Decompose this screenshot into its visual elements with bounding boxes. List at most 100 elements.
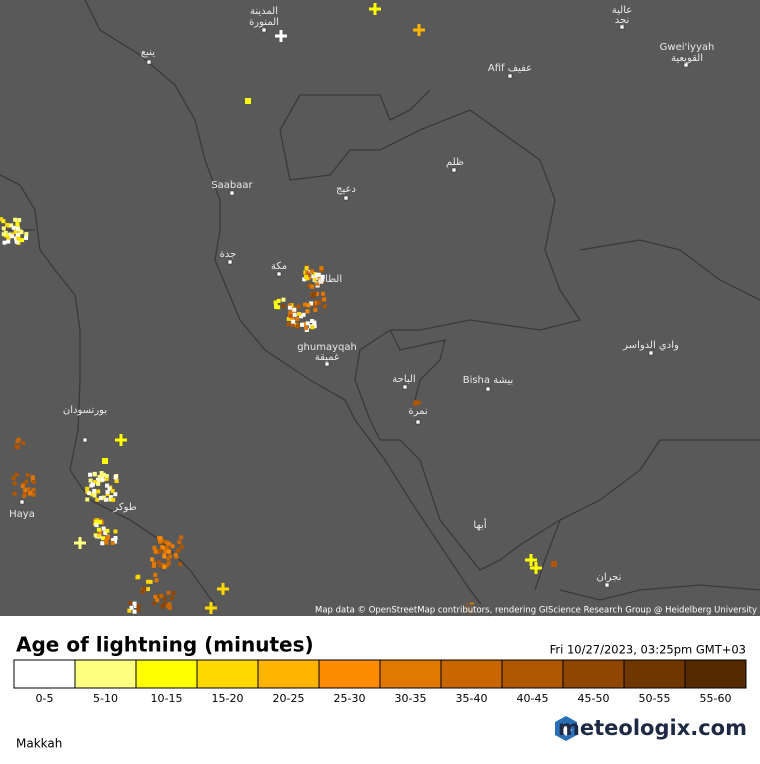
city-label: نمرة <box>408 406 427 417</box>
strike-cell <box>31 492 36 497</box>
city-label: الباحة <box>392 374 415 385</box>
strike-cell <box>170 544 175 549</box>
strike-cell <box>88 472 93 477</box>
strike-cross <box>525 554 537 566</box>
city-label: بورتسودان <box>63 405 107 416</box>
strike-cell <box>108 495 113 500</box>
strike-cell <box>90 492 95 497</box>
strike-cell <box>95 497 100 502</box>
strike-cell <box>132 601 137 606</box>
strike-cell <box>9 223 14 228</box>
city-dot <box>485 386 491 392</box>
strike-cell <box>12 491 17 496</box>
legend-label: 40-45 <box>517 692 549 705</box>
strike-cell <box>245 98 251 104</box>
strike-cell <box>174 555 179 560</box>
city-label: أبها <box>473 518 486 531</box>
strike-cross <box>369 3 381 15</box>
strike-cell <box>101 526 106 531</box>
brand-name: meteologix.com <box>558 716 747 740</box>
strike-cell <box>158 548 163 553</box>
strike-cell <box>96 533 101 538</box>
city-label: نجران <box>597 572 622 583</box>
borders <box>0 0 760 617</box>
legend-swatch <box>196 659 259 689</box>
city-label: Gwei'iyyah <box>660 42 715 53</box>
strike-cell <box>287 303 292 308</box>
city-dot <box>227 259 233 265</box>
lightning-strikes <box>0 3 557 614</box>
strike-cell <box>100 477 105 482</box>
city-dots <box>19 24 689 588</box>
strike-cell <box>166 561 171 566</box>
legend-label: 25-30 <box>334 692 366 705</box>
strike-cell <box>309 301 314 306</box>
strike-cell <box>0 217 4 222</box>
strike-cell <box>101 495 106 500</box>
strike-cell <box>12 481 17 486</box>
strike-cell <box>155 598 160 603</box>
strike-cell <box>105 483 110 488</box>
strike-cell <box>311 293 316 298</box>
strike-cell <box>20 484 25 489</box>
attribution-bg <box>336 604 760 616</box>
city-dot <box>343 195 349 201</box>
strike-cell <box>99 471 104 476</box>
strike-cell <box>322 304 327 309</box>
strike-cell <box>113 529 118 534</box>
strike-cell <box>314 291 319 296</box>
strike-cell <box>101 472 106 477</box>
strike-cell <box>94 523 99 528</box>
strike-cell <box>320 274 325 279</box>
attribution: Map data © OpenStreetMap contributors, r… <box>315 606 757 616</box>
strike-cell <box>92 488 97 493</box>
city-label: Afif عفيف <box>488 63 532 74</box>
strike-cell <box>113 536 118 541</box>
strike-cell <box>156 560 161 565</box>
strike-cell <box>166 556 171 561</box>
city-dot <box>229 190 235 196</box>
strike-cell <box>105 528 110 533</box>
strike-cell <box>162 564 167 569</box>
strike-cell <box>94 519 99 524</box>
strike-cell <box>26 487 31 492</box>
strike-cell <box>171 591 176 596</box>
strike-cell <box>127 608 132 613</box>
strike-cell <box>302 277 307 282</box>
city-label: مكة <box>271 261 287 272</box>
strike-cell <box>274 304 279 309</box>
strike-cell <box>305 270 310 275</box>
strike-cell <box>17 218 22 223</box>
city-label: ghumayqah <box>297 342 357 353</box>
strike-cell <box>158 563 163 568</box>
strike-cell <box>99 496 104 501</box>
region: Makkah <box>16 737 62 751</box>
city-label: عالية <box>612 5 632 16</box>
strike-cell <box>292 310 297 315</box>
strike-cell <box>286 322 291 327</box>
strike-cross <box>74 537 86 549</box>
strike-cell <box>301 312 306 317</box>
strike-cell <box>414 400 419 405</box>
city-dot <box>507 73 513 79</box>
strike-cell <box>162 596 167 601</box>
strike-cell <box>103 497 108 502</box>
brand-logo-mark <box>560 724 572 736</box>
strike-cell <box>162 601 167 606</box>
legend-swatch <box>74 659 137 689</box>
strike-cell <box>132 609 137 614</box>
city-label: نجد <box>615 15 630 26</box>
city-label: ينبع <box>141 47 155 58</box>
strike-cell <box>162 554 167 559</box>
legend-label: 20-25 <box>273 692 305 705</box>
strike-cell <box>303 270 308 275</box>
strike-cell <box>163 549 168 554</box>
legend-swatch <box>135 659 198 689</box>
strike-cell <box>298 314 303 319</box>
strike-cell <box>6 239 11 244</box>
legend-swatch <box>684 659 747 689</box>
strike-cell <box>113 492 118 497</box>
strike-cell <box>310 319 315 324</box>
strike-cell <box>136 574 141 579</box>
map-labels: المدينة المنورة عالية نجد ينبع Gwei'iyya… <box>9 5 714 583</box>
